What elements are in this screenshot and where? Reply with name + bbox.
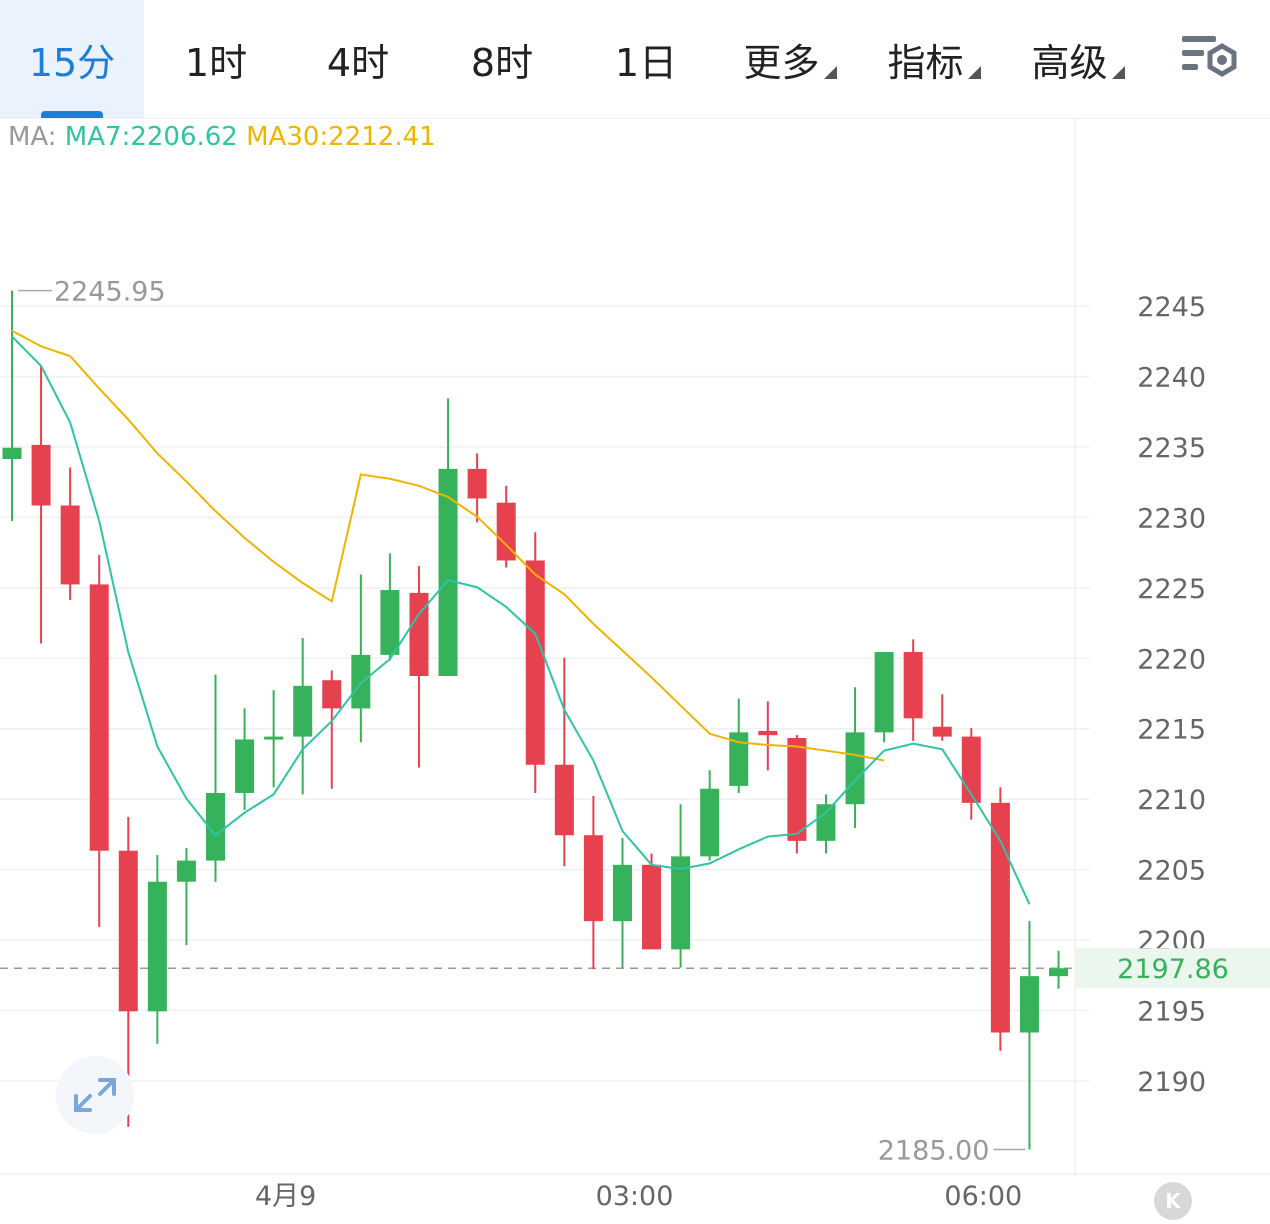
candle-body — [874, 652, 894, 733]
ma-legend: MA: MA7:2206.62 MA30:2212.41 — [8, 122, 436, 152]
candle-body — [409, 592, 429, 676]
candle-body — [2, 447, 22, 459]
y-tick-label: 2220 — [1137, 644, 1206, 675]
tab-1[interactable]: 1时 — [144, 0, 288, 118]
candle-body — [700, 788, 720, 857]
candle-body — [89, 584, 109, 851]
y-tick-label: 2190 — [1137, 1067, 1206, 1098]
candle-body — [729, 732, 749, 786]
candle-body — [671, 856, 691, 950]
tab-7[interactable]: 高级 — [1006, 0, 1150, 118]
candle-body — [176, 860, 196, 882]
tab-label: 15分 — [28, 40, 116, 85]
candle-body — [583, 835, 603, 922]
ma7-legend: MA7:2206.62 — [64, 122, 238, 152]
y-tick-label: 2195 — [1137, 997, 1206, 1028]
y-tick-label: 2235 — [1137, 433, 1206, 464]
tab-4[interactable]: 1日 — [574, 0, 718, 118]
chart-settings-icon — [1182, 36, 1237, 77]
candle-body — [990, 802, 1010, 1033]
candle-body — [816, 804, 836, 841]
candle-body — [787, 738, 807, 841]
tab-label: 1日 — [614, 40, 678, 85]
candle-body — [496, 502, 516, 561]
tab-label: 4时 — [326, 40, 390, 85]
candle-body — [118, 850, 138, 1012]
active-tab-indicator — [41, 111, 103, 118]
x-tick-label: 03:00 — [596, 1181, 674, 1212]
candle-body — [438, 468, 458, 676]
tab-label: 指标 — [887, 40, 964, 85]
candle-body — [1019, 976, 1039, 1033]
last-price-tag — [1075, 948, 1270, 989]
tab-2[interactable]: 4时 — [286, 0, 430, 118]
expand-button[interactable] — [56, 1056, 134, 1134]
tab-3[interactable]: 8时 — [430, 0, 574, 118]
y-tick-label: 2245 — [1137, 292, 1206, 323]
candle-body — [380, 590, 400, 655]
tab-label: 更多 — [743, 40, 820, 85]
candlestick-chart[interactable]: 2245224022352230222522202215221022052200… — [0, 118, 1270, 1224]
candle-body — [235, 739, 255, 793]
candle-body — [903, 652, 923, 719]
candle-body — [845, 732, 865, 805]
low-marker-label: 2185.00 — [878, 1135, 990, 1166]
dropdown-caret-icon — [967, 65, 981, 79]
y-tick-label: 2230 — [1137, 503, 1206, 534]
candle-body — [31, 444, 51, 506]
tab-0[interactable]: 15分 — [0, 0, 144, 118]
y-tick-label: 2205 — [1137, 856, 1206, 887]
y-tick-label: 2240 — [1137, 362, 1206, 393]
ma7-line — [11, 335, 1031, 905]
tab-label: 1时 — [184, 40, 248, 85]
candle-body — [322, 680, 342, 709]
tab-5[interactable]: 更多 — [718, 0, 862, 118]
tab-label: 8时 — [470, 40, 534, 85]
timeframe-tab-bar: 15分 1时 4时 8时 1日 更多 指标 高级 — [0, 0, 1270, 119]
dropdown-caret-icon — [823, 65, 837, 79]
ma-legend-prefix: MA: — [8, 122, 57, 152]
kline-k-button[interactable]: K — [1154, 1182, 1192, 1220]
x-tick-label: 06:00 — [944, 1181, 1022, 1212]
candle-body — [205, 792, 225, 861]
y-tick-label: 2210 — [1137, 785, 1206, 816]
dropdown-caret-icon — [1111, 65, 1125, 79]
candle-body — [932, 726, 952, 737]
x-tick-label: 4月9 — [255, 1181, 316, 1212]
candle-body — [264, 736, 284, 740]
tab-6[interactable]: 指标 — [862, 0, 1006, 118]
expand-arrows-icon — [74, 1078, 116, 1112]
candle-body — [554, 764, 574, 836]
ma30-line — [11, 329, 885, 762]
high-marker-label: 2245.95 — [54, 277, 166, 308]
candle-body — [642, 864, 662, 950]
candle-body — [351, 654, 371, 709]
candle-body — [525, 560, 545, 765]
candle-body — [612, 864, 632, 922]
y-tick-label: 2225 — [1137, 574, 1206, 605]
y-tick-label: 2215 — [1137, 715, 1206, 746]
candle-body — [60, 505, 80, 585]
ma30-legend: MA30:2212.41 — [246, 122, 436, 152]
tab-label: 高级 — [1031, 40, 1108, 85]
candle-body — [147, 881, 167, 1012]
candle-body — [467, 468, 487, 499]
last-price-label: 2197.86 — [1117, 954, 1229, 985]
chart-settings-button[interactable] — [1178, 30, 1244, 90]
kline-k-icon: K — [1165, 1189, 1181, 1213]
candle-body — [758, 730, 778, 736]
candle-body — [293, 685, 313, 737]
candle-body — [1049, 968, 1069, 977]
